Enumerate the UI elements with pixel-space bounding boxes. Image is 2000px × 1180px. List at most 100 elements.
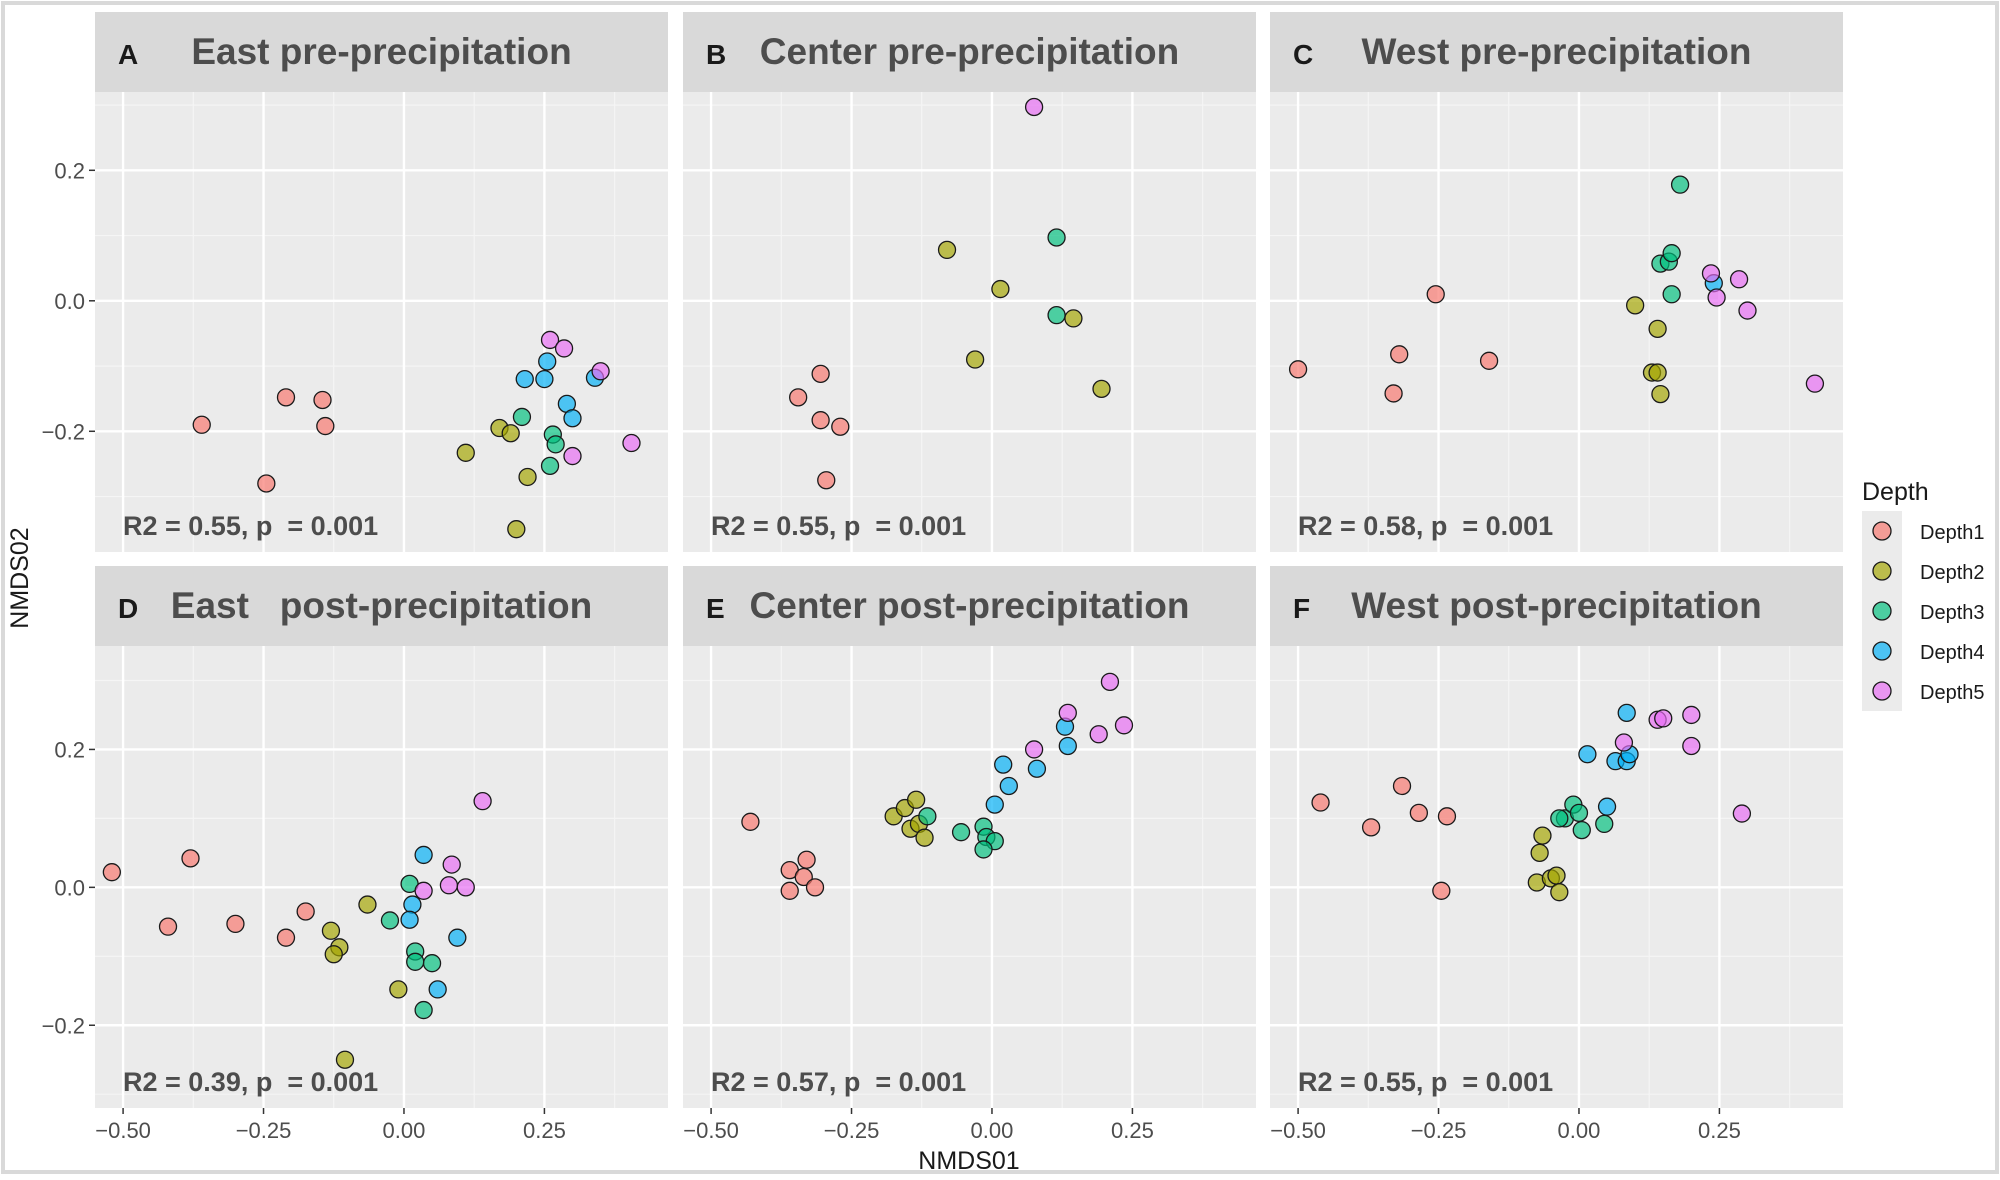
- panel-b: B Center pre-precipitation R2 = 0.55, p = …: [683, 12, 1256, 552]
- legend-item-depth2: Depth2: [1862, 551, 1985, 591]
- point-depth2: [507, 520, 526, 539]
- point-depth5: [1805, 374, 1825, 393]
- x-tick-label: 0.25: [523, 1118, 566, 1143]
- point-depth3: [1670, 175, 1690, 194]
- legend-label: Depth2: [1920, 562, 1985, 584]
- point-depth5: [442, 855, 461, 874]
- legend-label: Depth4: [1920, 642, 1985, 664]
- legend-key-depth1: [1872, 521, 1892, 541]
- point-depth2: [937, 240, 957, 260]
- plot-background: [683, 646, 1256, 1108]
- point-depth3: [1550, 809, 1569, 828]
- panel-letter: F: [1293, 593, 1310, 624]
- point-depth5: [456, 878, 475, 897]
- panel-a: A East pre-precipitation −0.2 0.0 0.2 R2 = 0.…: [42, 12, 668, 552]
- point-depth1: [1437, 807, 1457, 826]
- point-depth5: [540, 330, 560, 350]
- point-depth5: [1707, 288, 1726, 307]
- point-depth5: [1732, 804, 1752, 823]
- point-depth5: [473, 791, 492, 811]
- point-depth3: [951, 823, 971, 842]
- point-depth5: [554, 339, 574, 358]
- legend-key-depth5: [1872, 681, 1892, 701]
- point-depth4: [515, 369, 534, 389]
- point-depth5: [1729, 270, 1749, 289]
- point-depth1: [313, 390, 332, 410]
- point-depth3: [1662, 285, 1681, 304]
- stat-annotation: R2 = 0.55, p = 0.001: [1298, 1067, 1553, 1097]
- point-depth4: [1617, 703, 1636, 723]
- point-depth5: [622, 433, 641, 453]
- point-depth1: [811, 364, 830, 384]
- legend-label: Depth1: [1920, 522, 1985, 544]
- legend-item-depth1: Depth1: [1862, 511, 1985, 551]
- point-depth1: [102, 863, 122, 882]
- point-depth3: [422, 954, 442, 973]
- point-depth2: [456, 443, 475, 462]
- stat-annotation: R2 = 0.58, p = 0.001: [1298, 511, 1553, 541]
- x-tick-label: 0.25: [1111, 1118, 1154, 1143]
- point-depth1: [1311, 793, 1330, 812]
- point-depth4: [428, 980, 447, 999]
- legend-label: Depth3: [1920, 602, 1985, 624]
- x-tick-label: −0.50: [683, 1118, 739, 1143]
- point-depth4: [1578, 745, 1597, 764]
- point-depth4: [403, 895, 422, 914]
- point-depth3: [546, 435, 565, 454]
- point-depth4: [1597, 797, 1617, 816]
- y-tick-label: 0.0: [54, 289, 85, 314]
- point-depth5: [1614, 733, 1634, 752]
- point-depth2: [358, 895, 377, 914]
- point-depth1: [1361, 818, 1381, 837]
- x-tick-label: 0.00: [971, 1118, 1014, 1143]
- y-tick-label: −0.2: [42, 1013, 85, 1038]
- panel-title: West post-precipitation: [1351, 585, 1761, 626]
- point-depth2: [1533, 826, 1552, 845]
- point-depth3: [1047, 305, 1066, 325]
- legend-key-depth4: [1872, 641, 1892, 661]
- x-tick-label: −0.25: [824, 1118, 880, 1143]
- point-depth3: [1662, 244, 1681, 263]
- point-depth1: [789, 388, 808, 407]
- point-depth1: [780, 881, 799, 900]
- point-depth3: [1572, 820, 1591, 840]
- x-tick-label: −0.50: [1270, 1118, 1326, 1143]
- point-depth2: [324, 945, 343, 964]
- point-depth1: [158, 917, 178, 936]
- point-depth5: [1114, 716, 1134, 735]
- point-depth3: [1569, 803, 1589, 823]
- point-depth2: [1550, 883, 1569, 902]
- point-depth1: [1288, 360, 1308, 379]
- point-depth2: [501, 424, 520, 443]
- y-tick-label: 0.2: [54, 158, 85, 183]
- point-depth4: [414, 845, 433, 865]
- stat-annotation: R2 = 0.39, p = 0.001: [123, 1067, 378, 1097]
- legend-item-depth4: Depth4: [1862, 631, 1985, 671]
- point-depth3: [414, 1000, 433, 1020]
- point-depth1: [1409, 803, 1429, 823]
- point-depth4: [1027, 759, 1047, 778]
- y-tick-label: 0.2: [54, 737, 85, 762]
- point-depth2: [389, 980, 408, 999]
- point-depth5: [414, 881, 433, 900]
- point-depth2: [1092, 379, 1111, 399]
- point-depth5: [1058, 703, 1077, 723]
- point-depth1: [805, 878, 825, 897]
- y-tick-label: 0.0: [54, 875, 85, 900]
- point-depth3: [974, 840, 993, 859]
- panel-letter: B: [706, 39, 726, 70]
- point-depth4: [400, 910, 419, 929]
- point-depth1: [817, 471, 836, 490]
- panel-d: D East post-precipitation −0.2 0.0 0.2 −0.50 −…: [42, 566, 668, 1143]
- point-depth1: [181, 849, 200, 868]
- stat-annotation: R2 = 0.57, p = 0.001: [711, 1067, 966, 1097]
- point-depth1: [797, 850, 816, 869]
- point-depth2: [1064, 309, 1083, 328]
- panel-title: Center post-precipitation: [750, 585, 1190, 626]
- point-depth1: [1390, 345, 1409, 364]
- point-depth2: [321, 921, 341, 940]
- x-tick-label: 0.00: [383, 1118, 426, 1143]
- point-depth4: [985, 795, 1004, 814]
